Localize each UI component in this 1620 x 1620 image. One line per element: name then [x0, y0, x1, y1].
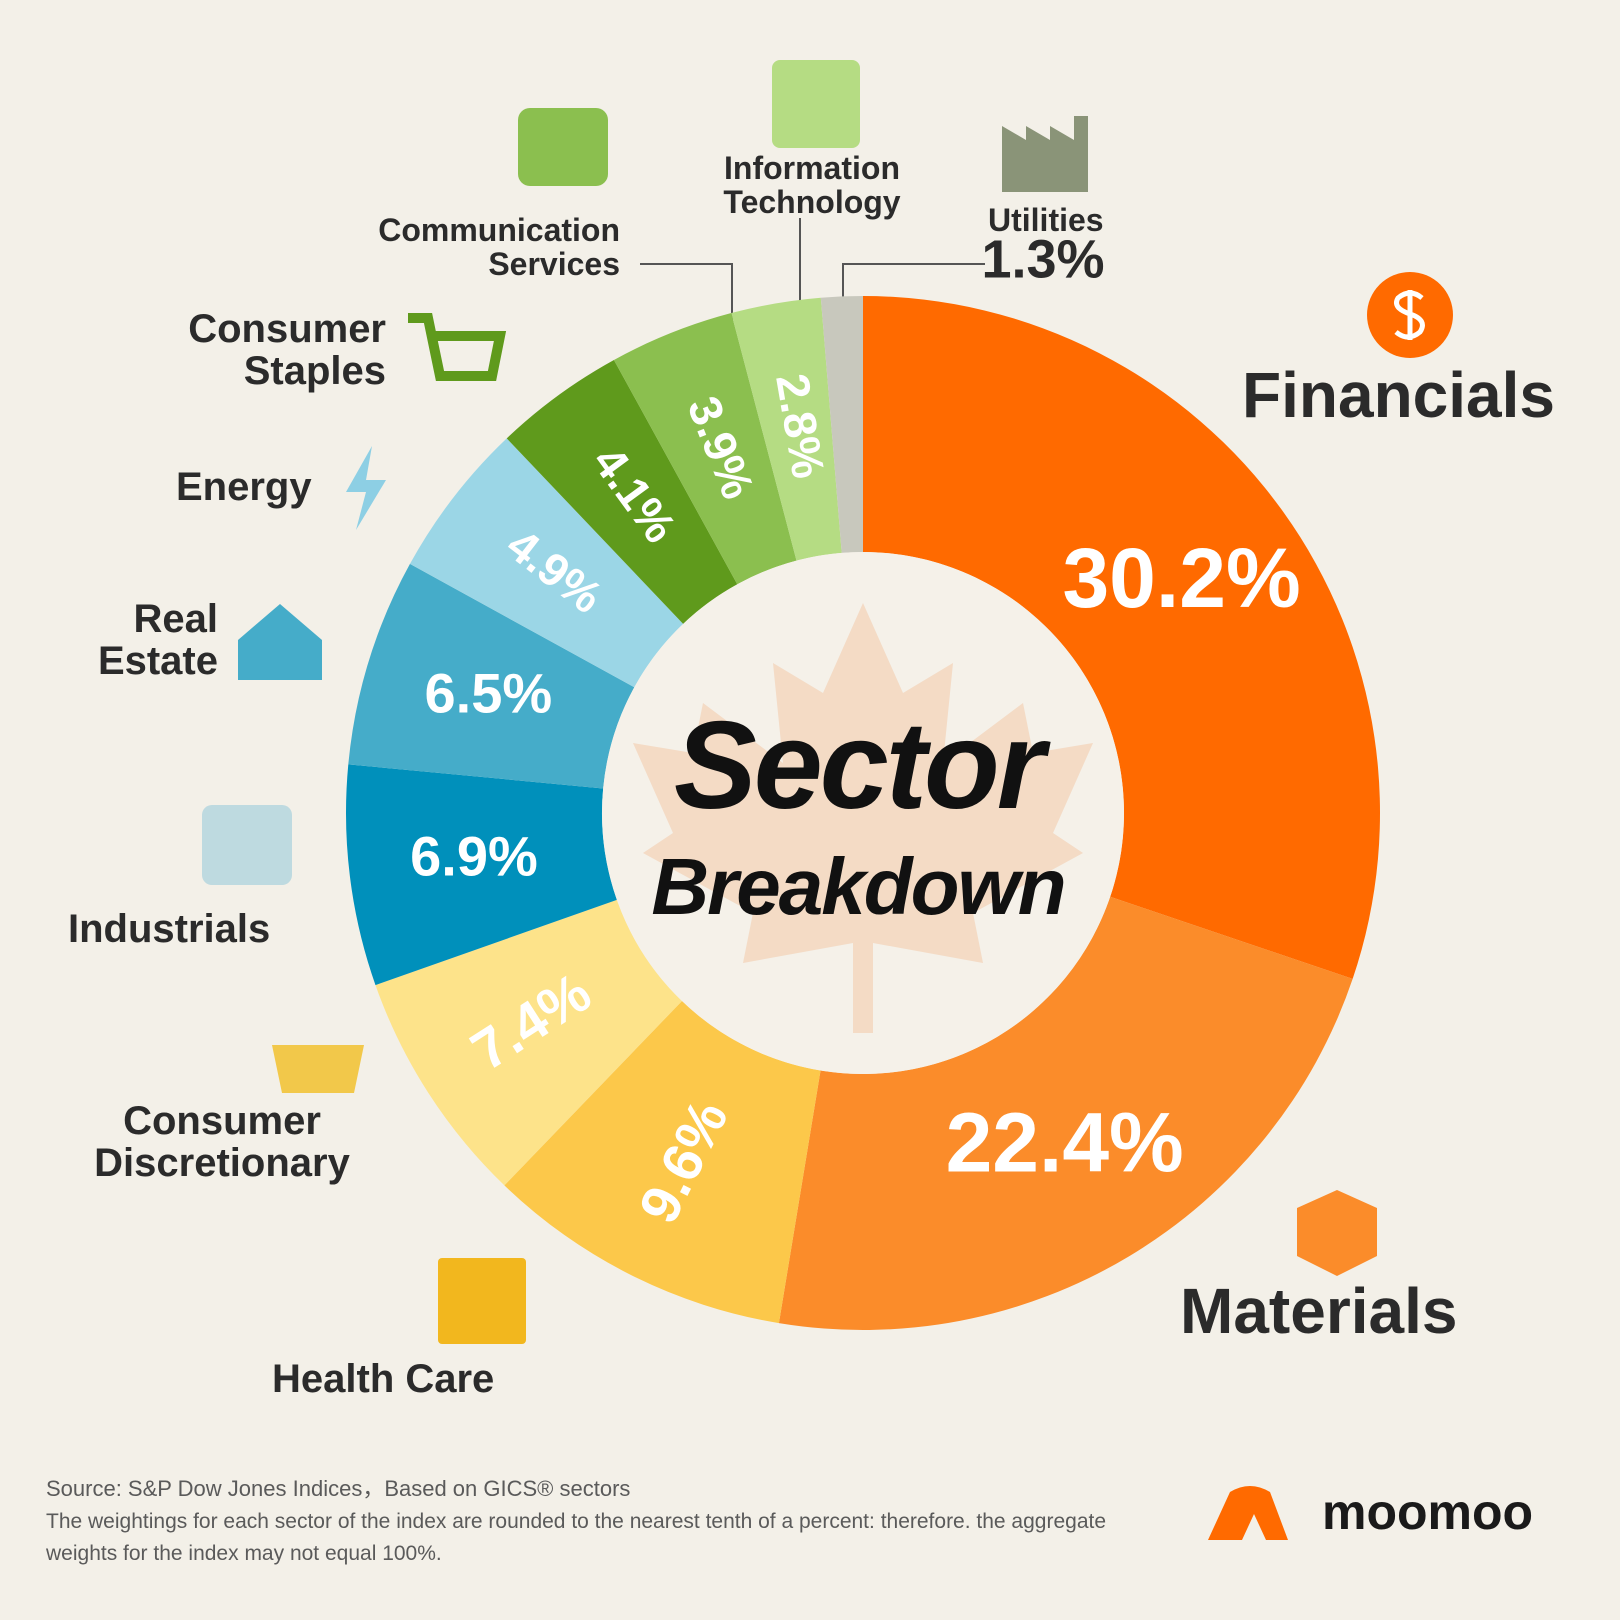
communication-services-icon — [518, 108, 608, 186]
health-care-icon — [438, 1258, 526, 1344]
category-label: Materials — [1180, 1275, 1458, 1347]
category-label: Consumer Staples — [188, 307, 386, 393]
category-label: Financials — [1242, 359, 1555, 431]
maple-leaf — [633, 603, 1093, 1033]
slice — [409, 438, 684, 688]
consumer-staples-icon — [408, 313, 507, 381]
brand: moomoo — [1322, 1484, 1534, 1540]
value-label: 6.5% — [425, 662, 553, 725]
energy-icon — [346, 446, 386, 530]
industrials-icon — [202, 805, 292, 885]
slice — [731, 297, 842, 561]
category-label: Industrials — [68, 907, 271, 951]
note: The weightings for each sector of the in… — [46, 1510, 1107, 1565]
slice — [820, 296, 863, 553]
slice — [778, 896, 1353, 1330]
slice — [863, 296, 1380, 979]
source: Source: S&P Dow Jones Indices，Based on G… — [46, 1476, 631, 1501]
slice — [504, 1001, 821, 1324]
utilities-icon — [1002, 116, 1088, 192]
slice — [348, 563, 635, 789]
slice — [613, 313, 797, 585]
real-estate-icon — [238, 604, 322, 680]
slice — [346, 764, 617, 986]
materials-icon — [1297, 1190, 1377, 1276]
category-label: Information Technology — [723, 150, 901, 220]
category-label: Health Care — [272, 1357, 495, 1401]
dollar-glyph — [1394, 290, 1425, 340]
slice — [375, 899, 682, 1186]
chart-title: Sector — [674, 697, 1051, 835]
category-label: Energy — [176, 465, 312, 509]
consumer-discretionary-icon — [272, 1045, 364, 1093]
category-label: Real Estate — [97, 597, 218, 683]
slice — [506, 359, 738, 624]
brand-logo — [1208, 1486, 1288, 1540]
value-label: 6.9% — [410, 825, 538, 888]
chart-subtitle: Breakdown — [651, 842, 1064, 931]
category-label: Communication Services — [378, 212, 620, 282]
value-label: 22.4% — [946, 1095, 1184, 1189]
value-label: 30.2% — [1062, 531, 1300, 625]
category-label: Utilities — [988, 202, 1104, 238]
category-label: Consumer Discretionary — [94, 1099, 350, 1185]
value-label: 1.3% — [981, 229, 1104, 289]
information-technology-icon — [772, 60, 860, 148]
